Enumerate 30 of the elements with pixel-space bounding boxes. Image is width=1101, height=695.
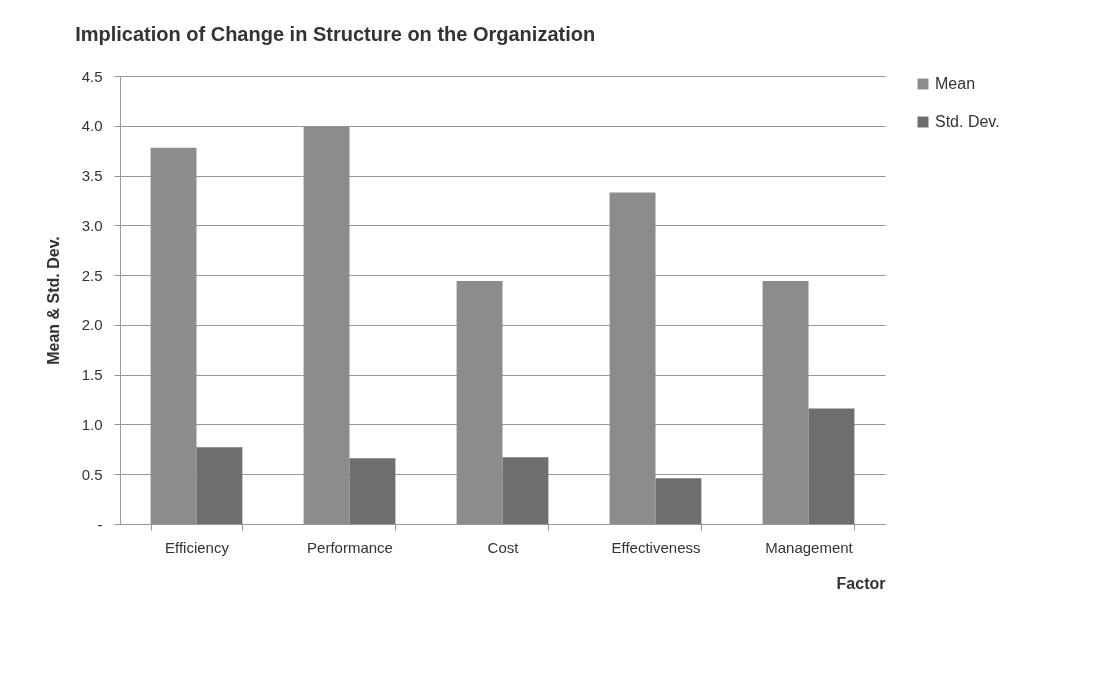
bar: [150, 147, 197, 524]
y-axis-title: Mean & Std. Dev.: [44, 236, 62, 365]
x-tick-label: Effectiveness: [611, 538, 701, 556]
bar: [196, 447, 243, 524]
y-tick-label: 1.0: [81, 415, 103, 433]
y-tick-label: 3.5: [81, 167, 103, 185]
legend-label: Mean: [935, 75, 976, 92]
bar: [655, 478, 702, 524]
x-tick-label: Management: [765, 538, 854, 556]
y-tick-label: 2.0: [81, 316, 103, 334]
y-tick-label: 4.0: [81, 117, 103, 135]
bar: [456, 281, 503, 524]
bar: [502, 457, 549, 524]
bar: [303, 126, 350, 524]
x-tick-label: Efficiency: [165, 538, 230, 556]
bar: [808, 408, 855, 524]
bar: [762, 281, 809, 524]
y-tick-label: 3.0: [81, 216, 103, 234]
x-tick-label: Cost: [487, 538, 520, 556]
chart-title: Implication of Change in Structure on the Organization: [75, 23, 596, 45]
y-tick-label: 0.5: [81, 465, 103, 483]
y-tick-label: 4.5: [81, 67, 103, 85]
legend-label: Std. Dev.: [935, 113, 1000, 130]
bar: [609, 192, 656, 524]
y-tick-label: -: [97, 515, 103, 533]
y-tick-label: 2.5: [81, 266, 103, 284]
x-tick-label: Performance: [307, 538, 393, 556]
bar: [349, 458, 396, 524]
x-axis-title: Factor: [836, 574, 886, 592]
y-tick-label: 1.5: [81, 366, 103, 384]
